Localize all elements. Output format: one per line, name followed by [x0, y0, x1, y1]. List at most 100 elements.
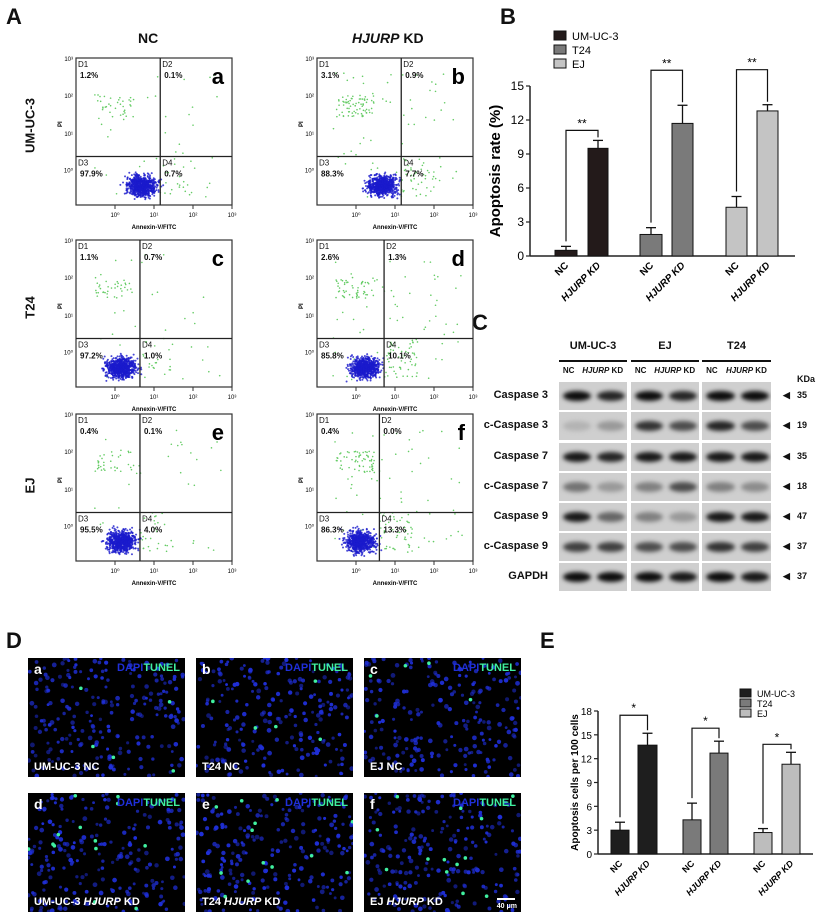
flow-event-sparse — [96, 99, 99, 102]
column-header-nc: NC — [138, 30, 159, 46]
flow-event-sparse — [170, 188, 173, 191]
flow-event-sparse — [183, 78, 185, 81]
flow-event-dense — [155, 189, 158, 192]
column-header-kd: HJURP KD — [352, 30, 424, 46]
flow-event-sparse — [209, 76, 211, 79]
flow-event-dense — [150, 172, 153, 175]
flow-event-sparse — [184, 190, 187, 193]
flow-cytometry-plots: D11.2%D20.1%D397.9%D40.7%a10³10²10¹10⁰10… — [58, 57, 477, 587]
flow-event-sparse — [165, 181, 167, 184]
flow-event-sparse — [111, 115, 114, 118]
flow-event-sparse — [129, 96, 132, 99]
flow-event-sparse — [176, 183, 179, 185]
flow-event-sparse — [164, 131, 167, 134]
flow-event-sparse — [165, 171, 167, 174]
flow-event-sparse — [125, 115, 128, 118]
flow-event-dense — [135, 193, 138, 196]
flow-event-sparse — [192, 124, 194, 126]
flow-event-dense — [124, 175, 127, 178]
flow-event-sparse — [103, 95, 106, 98]
flow-event-sparse — [162, 164, 165, 167]
flow-event-sparse — [109, 129, 112, 131]
flow-event-sparse — [114, 107, 117, 110]
flow-event-sparse — [116, 101, 119, 104]
flow-event-dense — [147, 196, 150, 199]
flow-event-sparse — [109, 111, 111, 114]
flow-event-sparse — [119, 96, 121, 99]
flow-event-dense — [147, 173, 150, 176]
flow-event-dense — [155, 186, 158, 189]
flow-event-sparse — [182, 180, 185, 183]
flow-event-sparse — [107, 136, 109, 138]
flow-event-sparse — [186, 184, 189, 186]
flow-event-sparse — [143, 160, 146, 162]
flow-event-sparse — [191, 106, 194, 108]
flow-event-sparse — [99, 100, 102, 103]
flow-event-sparse — [123, 110, 125, 113]
flow-event-sparse — [155, 157, 158, 160]
flow-event-sparse — [138, 165, 141, 168]
flow-event-sparse — [193, 167, 196, 169]
flow-event-sparse — [178, 143, 181, 145]
flow-event-sparse — [100, 123, 103, 126]
flow-event-sparse — [156, 75, 159, 78]
flow-event-sparse — [99, 95, 101, 98]
flow-event-sparse — [109, 97, 112, 99]
flow-event-sparse — [164, 192, 166, 194]
flow-event-sparse — [182, 152, 184, 154]
flow-event-sparse — [124, 112, 126, 114]
flow-event-sparse — [122, 113, 124, 116]
flow-event-sparse — [167, 171, 170, 174]
flow-event-sparse — [173, 158, 176, 160]
panel-label-e: E — [540, 628, 555, 653]
flow-event-sparse — [94, 94, 96, 96]
flow-event-sparse — [169, 192, 172, 195]
flow-event-dense — [133, 197, 136, 200]
flow-event-sparse — [122, 118, 125, 121]
flow-event-sparse — [178, 175, 181, 178]
flow-event-sparse — [117, 99, 120, 101]
panel-label-a: A — [6, 4, 22, 29]
flow-event-sparse — [206, 186, 209, 189]
flow-event-sparse — [182, 186, 185, 189]
flow-event-sparse — [130, 105, 132, 107]
flow-event-sparse — [213, 74, 215, 77]
flow-event-sparse — [154, 95, 157, 97]
flow-event-sparse — [105, 105, 108, 108]
flow-event-sparse — [123, 109, 126, 112]
flow-event-sparse — [97, 94, 99, 96]
panel-label-c: C — [472, 310, 488, 335]
flow-event-sparse — [109, 104, 112, 107]
flow-event-dense — [123, 192, 126, 195]
flow-event-sparse — [188, 113, 190, 116]
flow-event-sparse — [119, 114, 122, 116]
panel-label-d: D — [6, 628, 22, 653]
flow-event-sparse — [102, 107, 104, 109]
kd-text: KD — [403, 30, 424, 46]
flow-panel-a: D11.2%D20.1%D397.9%D40.7%a10³10²10¹10⁰10… — [58, 57, 236, 231]
flow-event-sparse — [122, 100, 124, 102]
flow-event-sparse — [132, 115, 134, 118]
flow-event-sparse — [105, 174, 108, 176]
flow-event-sparse — [182, 166, 185, 168]
flow-event-sparse — [190, 191, 193, 194]
flow-event-sparse — [173, 163, 176, 165]
panel-label-b: B — [500, 4, 516, 29]
flow-event-dense — [154, 181, 157, 184]
flow-event-sparse — [122, 105, 124, 108]
flow-event-sparse — [205, 195, 207, 198]
flow-event-sparse — [211, 156, 214, 159]
flow-event-sparse — [128, 99, 130, 101]
flow-event-sparse — [190, 160, 192, 162]
gene-name: HJURP — [352, 30, 400, 46]
flow-event-sparse — [164, 115, 167, 118]
flow-event-sparse — [178, 184, 181, 186]
flow-event-sparse — [129, 100, 132, 102]
flow-event-sparse — [108, 103, 110, 105]
flow-event-sparse — [132, 98, 135, 101]
flow-event-sparse — [98, 117, 100, 120]
flow-event-sparse — [146, 96, 149, 99]
flow-event-sparse — [119, 103, 122, 106]
flow-event-sparse — [175, 151, 177, 153]
